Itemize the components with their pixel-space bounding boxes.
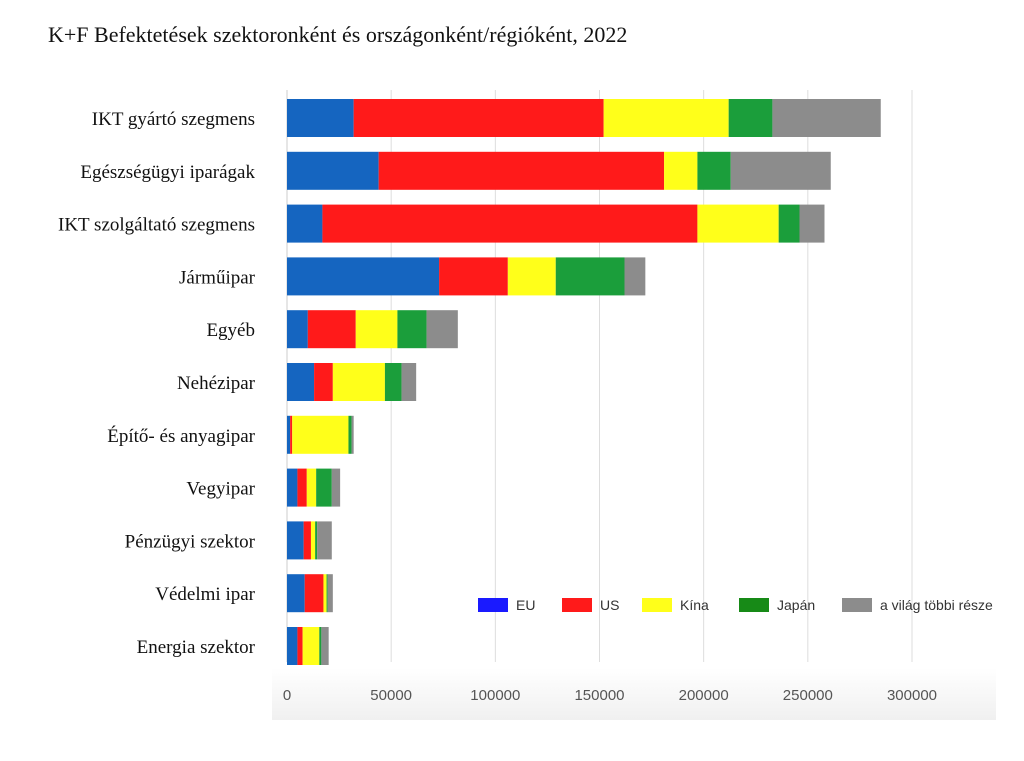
- bar-segment: [287, 257, 440, 296]
- x-tick-label: 300000: [887, 687, 937, 704]
- bar-segment: [321, 627, 329, 665]
- bar-segment: [319, 627, 322, 665]
- bar-segment: [323, 574, 327, 613]
- bar-segment: [292, 415, 349, 454]
- bar-segment: [426, 310, 458, 349]
- bar-segment: [331, 468, 341, 507]
- bar-segment: [297, 627, 303, 665]
- x-axis-band: [272, 668, 996, 720]
- bar-segment: [332, 363, 385, 401]
- bar-segment: [306, 468, 317, 507]
- category-label: Egyéb: [206, 320, 255, 341]
- category-label: Járműipar: [179, 267, 256, 288]
- bar-segment: [664, 151, 698, 190]
- legend-swatch: [642, 598, 672, 612]
- bar-segment: [348, 415, 352, 454]
- bar-segment: [603, 99, 729, 137]
- bar-segment: [317, 521, 332, 560]
- bar-segment: [287, 468, 298, 507]
- bar-segment: [351, 415, 354, 454]
- bar-segment: [326, 574, 328, 613]
- bar-segment: [555, 257, 625, 296]
- category-label: Energia szektor: [137, 637, 256, 658]
- x-tick-label: 200000: [679, 687, 729, 704]
- bar-segment: [778, 204, 800, 243]
- legend-label: EU: [516, 597, 535, 613]
- bar-segment: [287, 310, 308, 349]
- legend-swatch: [842, 598, 872, 612]
- bar-segment: [353, 99, 604, 137]
- bar-segment: [401, 363, 417, 401]
- legend-label: Kína: [680, 597, 709, 613]
- category-label: Építő- és anyagipar: [107, 425, 255, 447]
- category-label: IKT gyártó szegmens: [92, 109, 255, 130]
- bar-segment: [316, 468, 332, 507]
- legend-label: Japán: [777, 597, 815, 613]
- bar-segment: [397, 310, 427, 349]
- category-label: Pénzügyi szektor: [125, 531, 256, 552]
- bar-segment: [697, 151, 731, 190]
- x-tick-label: 100000: [470, 687, 520, 704]
- category-label: Vegyipar: [186, 479, 255, 500]
- bar-segment: [287, 363, 315, 401]
- bar-segment: [287, 415, 291, 454]
- x-tick-label: 250000: [783, 687, 833, 704]
- bar-segment: [327, 574, 333, 613]
- x-tick-label: 150000: [574, 687, 624, 704]
- bar-segment: [303, 521, 311, 560]
- bar-segment: [304, 574, 324, 613]
- bar-segment: [624, 257, 646, 296]
- bar-segment: [730, 151, 831, 190]
- bar-segment: [322, 204, 698, 243]
- chart-title: K+F Befektetések szektoronként és ország…: [48, 22, 628, 47]
- bar-segment: [507, 257, 556, 296]
- bar-segment: [290, 415, 293, 454]
- x-tick-label: 50000: [370, 687, 412, 704]
- legend-label: US: [600, 597, 619, 613]
- bar-segment: [728, 99, 773, 137]
- bar-segment: [799, 204, 825, 243]
- legend-label: a világ többi része: [880, 597, 993, 613]
- bar-segment: [772, 99, 881, 137]
- legend-swatch: [562, 598, 592, 612]
- bar-segment: [287, 627, 298, 665]
- category-label: IKT szolgáltató szegmens: [58, 215, 255, 236]
- bar-segment: [287, 204, 323, 243]
- bar-segment: [287, 521, 304, 560]
- bar-segment: [355, 310, 398, 349]
- bar-segment: [287, 99, 354, 137]
- bar-segment: [314, 363, 333, 401]
- bar-segment: [297, 468, 307, 507]
- bar-segment: [302, 627, 320, 665]
- legend-swatch: [739, 598, 769, 612]
- legend-swatch: [478, 598, 508, 612]
- bar-segment: [697, 204, 779, 243]
- bar-segment: [287, 151, 379, 190]
- bar-segment: [384, 363, 402, 401]
- category-label: Védelmi ipar: [155, 584, 255, 605]
- bar-segment: [315, 521, 318, 560]
- bar-segment: [310, 521, 316, 560]
- bar-segment: [287, 574, 305, 613]
- bar-segment: [307, 310, 356, 349]
- bar-segment: [378, 151, 665, 190]
- x-tick-label: 0: [283, 687, 291, 704]
- category-label: Nehézipar: [177, 373, 256, 394]
- category-label: Egészségügyi iparágak: [80, 162, 255, 183]
- bar-segment: [439, 257, 508, 296]
